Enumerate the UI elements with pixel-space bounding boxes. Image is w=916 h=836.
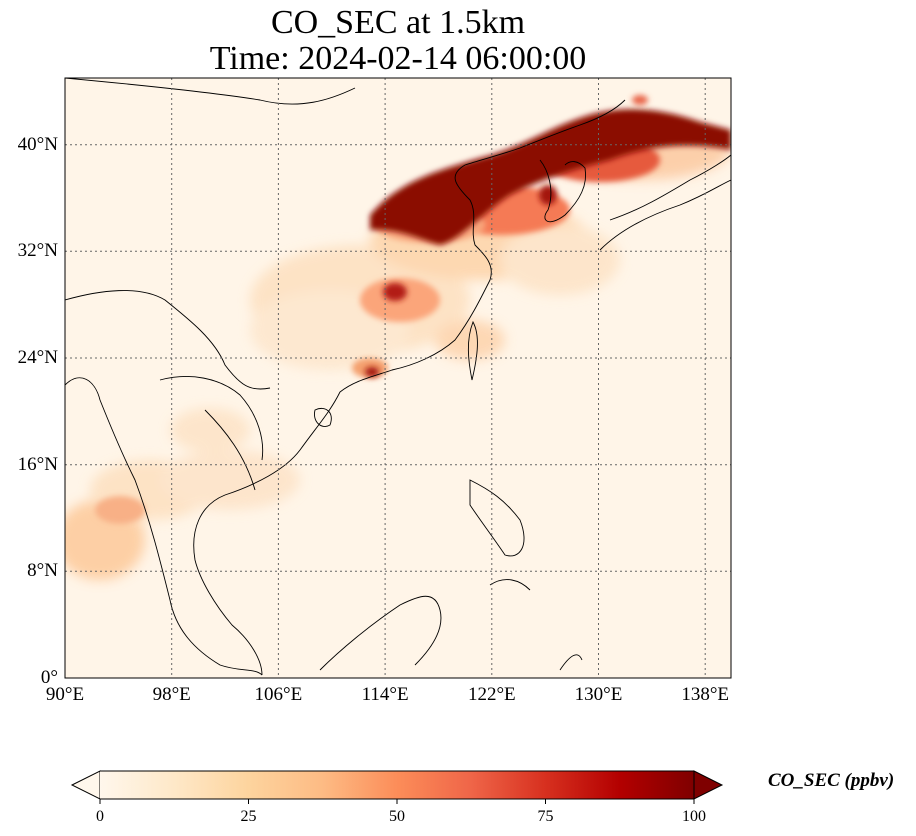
colorbar-tick-0: 0 <box>96 808 104 825</box>
map-frame <box>64 77 732 679</box>
lon-tick-122: 122°E <box>467 684 516 705</box>
coastlines <box>65 78 731 676</box>
colorbar-label: CO_SEC (ppbv) <box>768 770 895 791</box>
lon-tick-138: 138°E <box>681 684 730 705</box>
lat-tick-16: 16°N <box>17 454 58 475</box>
colorbar-tick-25: 25 <box>240 808 257 825</box>
lat-tick-0: 0° <box>40 667 58 688</box>
map-title-line2: Time: 2024-02-14 06:00:00 <box>209 40 587 77</box>
lat-tick-24: 24°N <box>17 347 58 368</box>
lat-tick-40: 40°N <box>17 134 58 155</box>
map-title-line1: CO_SEC at 1.5km <box>270 4 526 41</box>
lon-tick-130: 130°E <box>574 684 623 705</box>
colorbar <box>70 770 724 804</box>
colorbar-tick-75: 75 <box>537 808 554 825</box>
gridlines <box>65 78 731 678</box>
lon-tick-106: 106°E <box>254 684 303 705</box>
lat-tick-32: 32°N <box>17 240 58 261</box>
lon-tick-114: 114°E <box>361 684 409 705</box>
colorbar-tick-50: 50 <box>389 808 405 825</box>
lat-tick-8: 8°N <box>27 560 58 581</box>
concentration-field <box>65 95 731 580</box>
lon-tick-98: 98°E <box>152 684 191 705</box>
colorbar-tick-100: 100 <box>682 808 706 825</box>
lon-tick-90: 90°E <box>45 684 85 705</box>
